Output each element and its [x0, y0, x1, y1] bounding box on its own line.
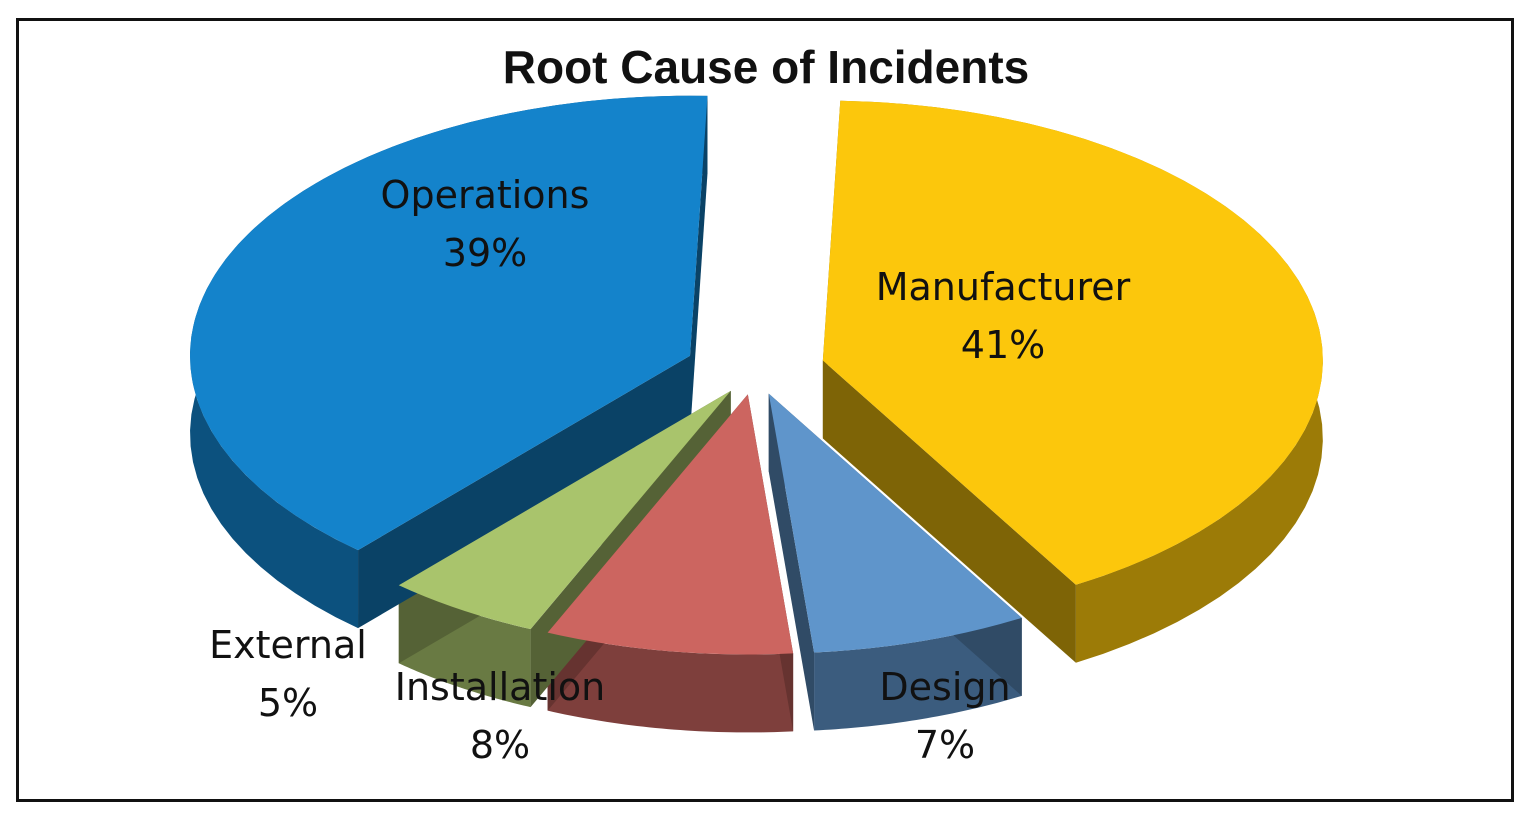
- slice-category-label: External: [209, 623, 367, 667]
- pie-slice-radial-wall: [768, 393, 815, 731]
- slice-category-label: Installation: [395, 665, 605, 709]
- slice-value-label: 39%: [443, 231, 527, 275]
- pie-slice-design: [768, 393, 1022, 653]
- slice-label-operations: Operations 39%: [381, 173, 590, 275]
- slice-value-label: 41%: [961, 323, 1045, 367]
- slice-label-installation: Installation 8%: [395, 665, 605, 767]
- slice-category-label: Design: [879, 665, 1010, 709]
- pie-slice-installation: [547, 394, 794, 655]
- slice-label-manufacturer: Manufacturer 41%: [876, 265, 1131, 367]
- pie-slice-radial-wall: [822, 360, 1076, 663]
- slice-category-label: Operations: [381, 173, 590, 217]
- slice-value-label: 7%: [915, 723, 975, 767]
- slice-label-external: External 5%: [209, 623, 367, 725]
- pie-slice-external: [398, 390, 731, 630]
- slice-label-design: Design 7%: [879, 665, 1010, 767]
- slice-value-label: 5%: [258, 681, 318, 725]
- pie-slice-operations: [190, 95, 708, 551]
- pie-slice-radial-wall: [358, 355, 691, 629]
- chart-title: Root Cause of Incidents: [502, 41, 1030, 93]
- pie-slice-manufacturer: [822, 100, 1323, 585]
- slice-category-label: Manufacturer: [876, 265, 1131, 309]
- pie-slice-outer-wall: [547, 632, 794, 733]
- pie-slice-radial-wall: [690, 95, 708, 434]
- slice-value-label: 8%: [470, 723, 530, 767]
